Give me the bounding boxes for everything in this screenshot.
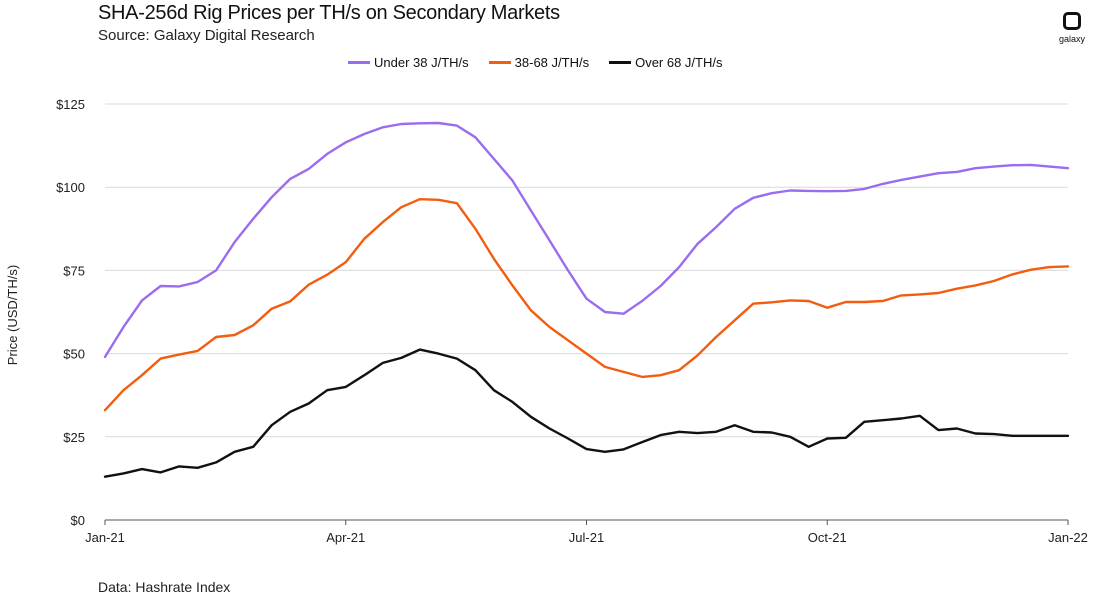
series-line-0 bbox=[103, 121, 1070, 359]
x-tick-label: Jan-22 bbox=[1048, 530, 1088, 545]
logo-text: galaxy bbox=[1058, 34, 1085, 44]
series-line-1 bbox=[103, 197, 1070, 412]
galaxy-logo-icon bbox=[1063, 12, 1081, 30]
legend-item-38-68: 38-68 J/TH/s bbox=[488, 55, 590, 70]
y-tick-label: $25 bbox=[63, 430, 85, 445]
legend: Under 38 J/TH/s 38-68 J/TH/s Over 68 J/T… bbox=[348, 55, 743, 70]
x-tick-label: Jul-21 bbox=[569, 530, 604, 545]
legend-swatch-38-68 bbox=[488, 61, 511, 64]
y-tick-label: $125 bbox=[56, 97, 85, 112]
axis-layer: $0 $25 $50 $75 $100 $125 Jan-21 Apr-21 Jul-21 Oct… bbox=[56, 97, 1088, 545]
galaxy-logo: galaxy bbox=[1052, 12, 1092, 44]
x-tick-label: Oct-21 bbox=[808, 530, 847, 545]
y-tick-label: $100 bbox=[56, 180, 85, 195]
series-layer bbox=[103, 121, 1070, 478]
y-tick-label: $50 bbox=[63, 347, 85, 362]
x-tick-label: Jan-21 bbox=[85, 530, 125, 545]
x-tick-label: Apr-21 bbox=[326, 530, 365, 545]
legend-label-38-68: 38-68 J/TH/s bbox=[514, 55, 590, 70]
legend-label-over-68: Over 68 J/TH/s bbox=[635, 55, 723, 70]
y-tick-label: $75 bbox=[63, 263, 85, 278]
grid-layer bbox=[105, 103, 1068, 438]
legend-item-over-68: Over 68 J/TH/s bbox=[609, 55, 723, 70]
legend-swatch-over-68 bbox=[609, 61, 632, 64]
series-line-2 bbox=[103, 348, 1070, 478]
legend-item-under-38: Under 38 J/TH/s bbox=[348, 55, 469, 70]
chart-title: SHA-256d Rig Prices per TH/s on Secondar… bbox=[98, 2, 560, 24]
legend-label-under-38: Under 38 J/TH/s bbox=[374, 55, 469, 70]
legend-swatch-under-38 bbox=[348, 61, 370, 64]
y-axis-label: Price (USD/TH/s) bbox=[5, 265, 20, 365]
data-source-note: Data: Hashrate Index bbox=[98, 579, 231, 595]
y-tick-label: $0 bbox=[71, 513, 85, 528]
chart-subtitle: Source: Galaxy Digital Research bbox=[98, 27, 315, 44]
